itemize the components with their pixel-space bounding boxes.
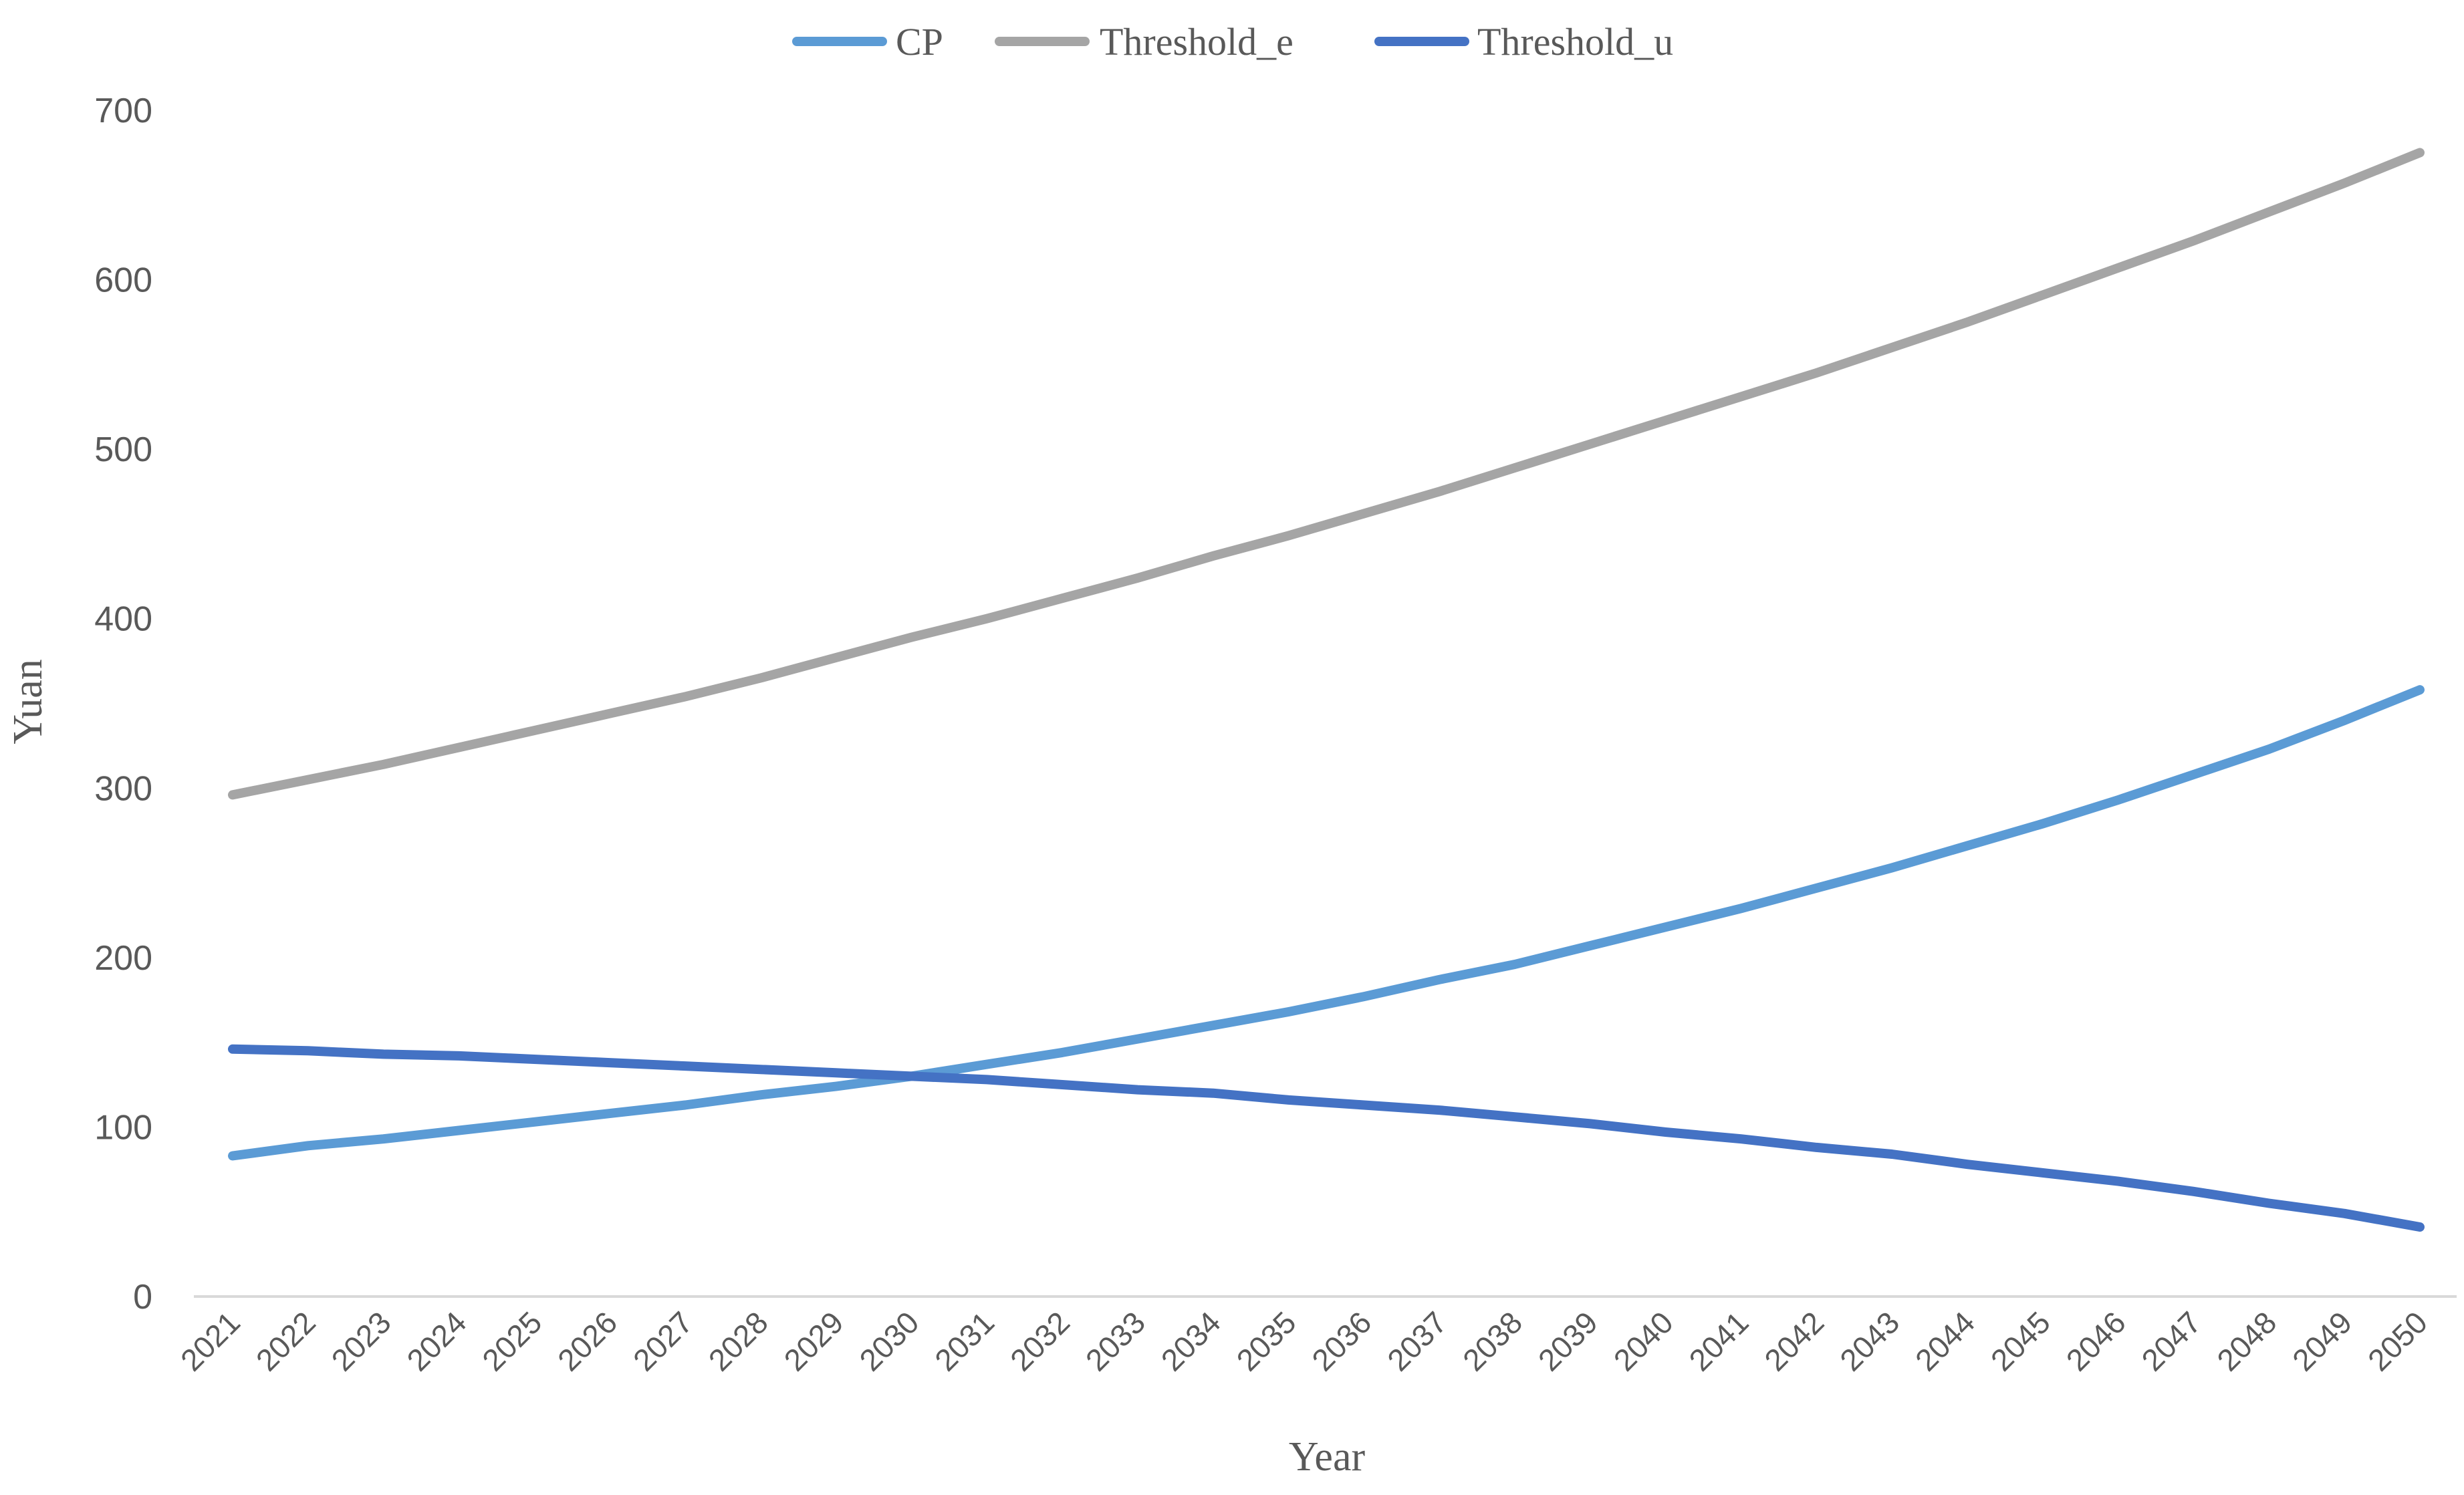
x-tick-label: 2027 (626, 1305, 699, 1377)
legend-label: Threshold_e (1100, 20, 1293, 63)
series-line-threshold-e (228, 148, 2425, 800)
x-tick-label: 2028 (702, 1305, 775, 1377)
x-tick-label: 2042 (1757, 1305, 1830, 1377)
y-axis-title: Yuan (5, 659, 51, 744)
legend-label: CP (896, 20, 943, 63)
x-tick-label: 2026 (551, 1305, 624, 1377)
series-line-cp (228, 685, 2425, 1161)
series-lines (228, 148, 2425, 1232)
x-tick-label: 2045 (1984, 1305, 2057, 1377)
x-axis-title: Year (1289, 1434, 1366, 1480)
legend: CP Threshold_e Threshold_u (792, 20, 1673, 63)
x-tick-label: 2049 (2286, 1305, 2358, 1377)
y-tick-label: 300 (94, 769, 152, 808)
x-tick-label: 2029 (777, 1305, 850, 1377)
x-tick-label: 2037 (1380, 1305, 1453, 1377)
x-tick-label: 2041 (1682, 1305, 1755, 1377)
x-tick-label: 2036 (1305, 1305, 1378, 1377)
x-tick-label: 2038 (1456, 1305, 1529, 1377)
series-line-threshold-u (228, 1044, 2425, 1232)
x-tick-label: 2043 (1833, 1305, 1906, 1377)
x-tick-label: 2025 (475, 1305, 548, 1377)
x-tick-label: 2024 (400, 1305, 473, 1377)
x-tick-label: 2047 (2134, 1305, 2207, 1377)
y-axis-ticks: 0 100 200 300 400 500 600 700 (94, 92, 152, 1317)
x-tick-label: 2050 (2361, 1305, 2434, 1377)
x-tick-label: 2032 (1003, 1305, 1076, 1377)
x-tick-label: 2021 (174, 1305, 247, 1377)
y-tick-label: 0 (133, 1278, 152, 1317)
x-axis-ticks: 2021 2022 2023 2024 2025 2026 2027 2028 2029 2030… (174, 1305, 2434, 1377)
x-tick-label: 2022 (249, 1305, 322, 1377)
y-tick-label: 100 (94, 1108, 152, 1147)
x-tick-label: 2033 (1079, 1305, 1152, 1377)
y-tick-label: 700 (94, 92, 152, 130)
x-tick-label: 2048 (2210, 1305, 2283, 1377)
y-tick-label: 200 (94, 939, 152, 978)
x-tick-label: 2035 (1230, 1305, 1303, 1377)
x-tick-label: 2034 (1154, 1305, 1227, 1377)
y-tick-label: 400 (94, 600, 152, 639)
legend-label: Threshold_u (1477, 20, 1673, 63)
x-tick-label: 2031 (928, 1305, 1001, 1377)
y-tick-label: 500 (94, 430, 152, 469)
x-tick-label: 2046 (2060, 1305, 2132, 1377)
x-tick-label: 2044 (1908, 1305, 1981, 1377)
x-tick-label: 2039 (1531, 1305, 1604, 1377)
y-tick-label: 600 (94, 261, 152, 300)
x-tick-label: 2040 (1607, 1305, 1680, 1377)
x-tick-label: 2030 (852, 1305, 925, 1377)
x-tick-label: 2023 (325, 1305, 398, 1377)
